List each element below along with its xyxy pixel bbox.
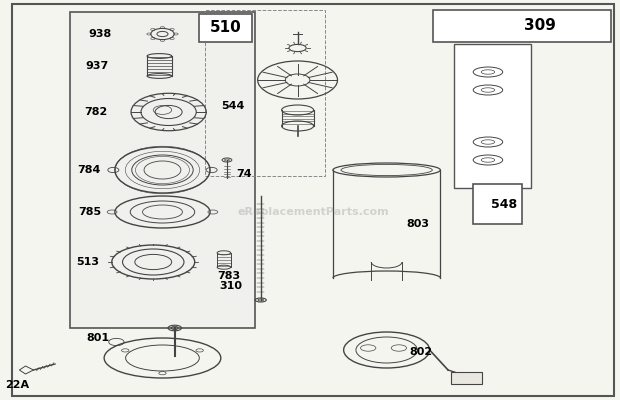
Bar bbox=[70, 12, 255, 328]
Bar bbox=[451, 372, 482, 384]
Text: 74: 74 bbox=[236, 169, 252, 179]
Text: 937: 937 bbox=[86, 61, 109, 71]
Text: eReplacementParts.com: eReplacementParts.com bbox=[237, 207, 389, 217]
Text: 783: 783 bbox=[218, 271, 241, 281]
Text: 309: 309 bbox=[525, 18, 556, 34]
Bar bbox=[454, 44, 531, 188]
Text: 785: 785 bbox=[78, 207, 101, 217]
Bar bbox=[472, 184, 522, 224]
Text: 802: 802 bbox=[410, 347, 433, 357]
Text: 784: 784 bbox=[78, 165, 101, 175]
Text: 548: 548 bbox=[492, 198, 518, 210]
Text: 803: 803 bbox=[407, 219, 430, 229]
Text: 938: 938 bbox=[89, 28, 112, 38]
Text: 801: 801 bbox=[86, 333, 109, 343]
Text: 310: 310 bbox=[219, 281, 242, 291]
Bar bbox=[433, 10, 611, 42]
Text: 510: 510 bbox=[210, 20, 241, 36]
Text: 513: 513 bbox=[76, 257, 99, 267]
Text: 544: 544 bbox=[221, 101, 244, 111]
Bar bbox=[199, 14, 252, 42]
Text: 782: 782 bbox=[84, 107, 107, 117]
Text: 22A: 22A bbox=[5, 380, 29, 390]
Bar bbox=[205, 10, 326, 176]
